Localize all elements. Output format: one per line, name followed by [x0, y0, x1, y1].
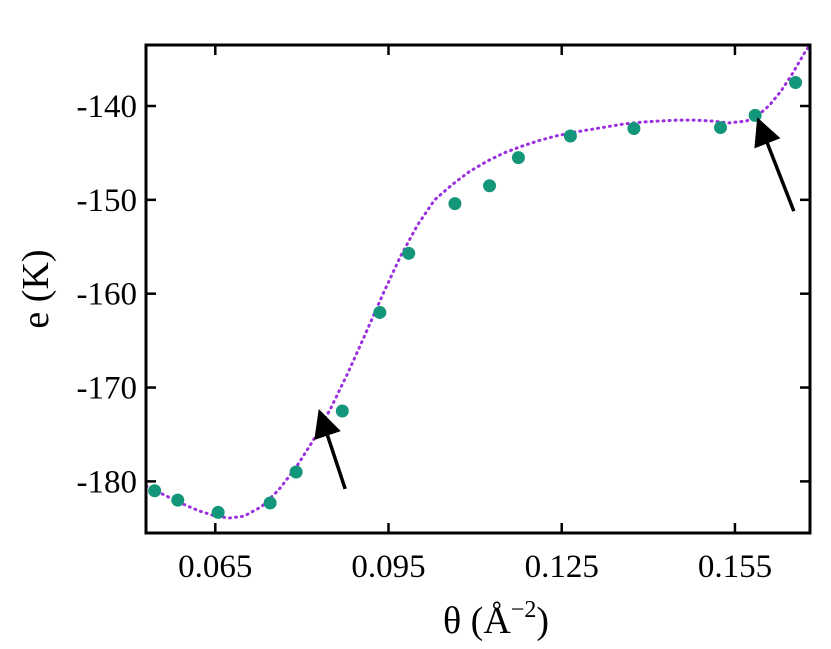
data-point	[335, 404, 349, 418]
y-tick-label: -170	[77, 371, 138, 407]
plot-layer	[144, 43, 812, 520]
x-axis-label-close: )	[536, 600, 549, 642]
annotation-arrow	[754, 117, 796, 212]
data-point	[402, 246, 416, 260]
ticks-layer: 0.065 0.095 0.125 0.155 -180 -170 -160 -150 -140	[77, 45, 810, 585]
data-point	[789, 76, 803, 90]
plot-frame	[144, 43, 812, 535]
data-point	[263, 496, 277, 510]
y-tick-label: -150	[77, 183, 138, 219]
data-point	[563, 129, 577, 143]
data-point	[148, 484, 162, 498]
data-point	[511, 151, 525, 165]
y-tick-label: -180	[77, 464, 138, 500]
data-point	[748, 108, 762, 122]
x-tick-label: 0.095	[351, 549, 425, 585]
y-tick-label: -160	[77, 277, 138, 313]
data-point	[448, 197, 462, 211]
x-tick-label: 0.125	[525, 549, 599, 585]
y-tick-label: -140	[77, 89, 138, 125]
annotation-arrow	[314, 409, 347, 490]
data-point	[714, 121, 728, 135]
x-axis-label-exponent: −2	[511, 597, 537, 623]
data-point	[289, 465, 303, 479]
x-axis-label: θ (Å−2)	[443, 597, 549, 642]
fit-curve	[144, 43, 812, 520]
data-point	[627, 122, 641, 136]
data-point	[483, 179, 497, 193]
x-axis-label-main: θ (Å	[443, 600, 511, 642]
data-point	[171, 493, 185, 507]
y-axis-label: e (K)	[15, 249, 57, 328]
x-tick-label: 0.065	[178, 549, 252, 585]
data-point	[373, 305, 387, 319]
data-point	[211, 505, 225, 519]
x-tick-label: 0.155	[698, 549, 772, 585]
